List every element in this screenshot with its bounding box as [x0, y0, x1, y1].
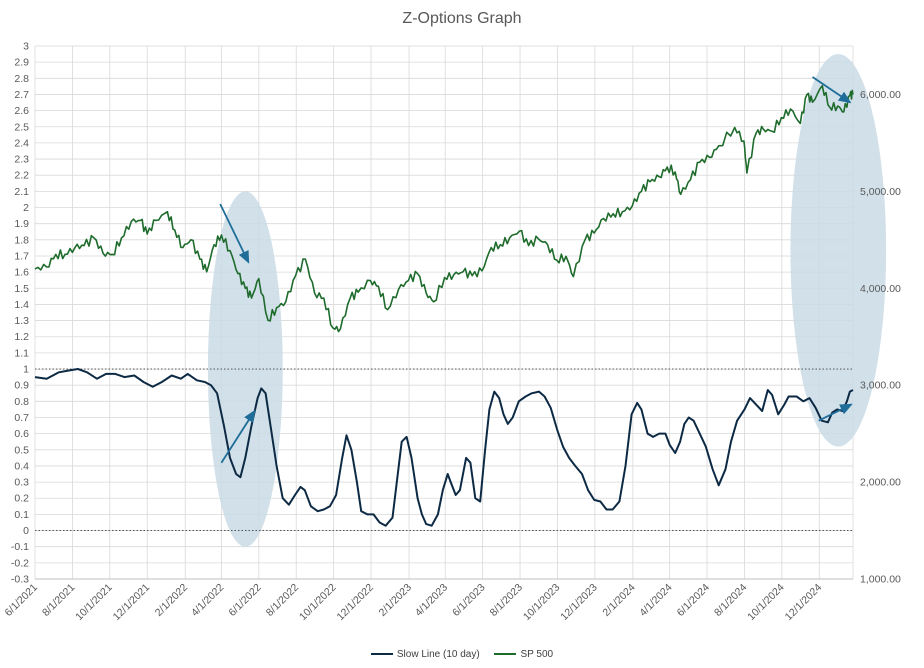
- x-axis-tick-label: 8/1/2023: [488, 581, 525, 618]
- x-axis-tick-label: 12/1/2021: [111, 581, 153, 623]
- x-axis-tick-label: 12/1/2023: [558, 581, 600, 623]
- left-axis-tick-label: 2.4: [14, 137, 29, 149]
- chart-legend: Slow Line (10 day) SP 500: [0, 647, 924, 660]
- x-axis-tick-label: 2/1/2022: [153, 581, 190, 618]
- x-axis-tick-label: 10/1/2022: [297, 581, 339, 623]
- x-axis-tick-label: 10/1/2024: [745, 581, 787, 623]
- left-axis-tick-label: -0.3: [11, 574, 29, 586]
- right-axis-tick-label: 6,000.00: [860, 89, 901, 101]
- left-axis-tick-label: 0.2: [14, 493, 29, 505]
- left-axis-tick-label: 0.9: [14, 380, 29, 392]
- legend-label-slow-line: Slow Line (10 day): [396, 648, 480, 660]
- left-axis-tick-label: 0.8: [14, 396, 29, 408]
- right-axis-tick-label: 4,000.00: [860, 283, 901, 295]
- x-axis-tick-label: 12/1/2022: [334, 581, 376, 623]
- left-axis-tick-label: 2.6: [14, 105, 29, 117]
- left-axis-tick-label: 2.3: [14, 154, 29, 166]
- left-axis-tick-label: 1.1: [14, 347, 29, 359]
- legend-swatch-sp500: [494, 653, 517, 655]
- x-axis-tick-label: 10/1/2021: [73, 581, 115, 623]
- left-axis-tick-label: 1.6: [14, 267, 29, 279]
- x-axis-tick-label: 10/1/2023: [521, 581, 563, 623]
- arrow-sp500-2022-down: [219, 203, 250, 264]
- left-axis-tick-label: 2.5: [14, 121, 29, 133]
- left-axis-tick-label: 2.8: [14, 73, 29, 85]
- right-axis-tick-label: 2,000.00: [860, 477, 901, 489]
- left-axis-tick-label: 2: [23, 202, 29, 214]
- left-axis-tick-label: 0.4: [14, 460, 29, 472]
- left-axis-tick-label: 1.8: [14, 234, 29, 246]
- left-axis-tick-label: 2.1: [14, 186, 29, 198]
- left-axis-tick-label: 1.2: [14, 331, 29, 343]
- left-axis-tick-label: 1.3: [14, 315, 29, 327]
- left-axis-tick-label: 0.1: [14, 509, 29, 521]
- left-axis-tick-label: 2.7: [14, 89, 29, 101]
- x-axis-tick-label: 4/1/2023: [413, 581, 450, 618]
- left-axis-tick-label: -0.2: [11, 557, 29, 569]
- legend-item-slow-line: Slow Line (10 day): [370, 648, 480, 660]
- x-axis-tick-label: 4/1/2024: [637, 581, 674, 618]
- left-axis-tick-label: 3: [23, 41, 29, 53]
- chart-title: Z-Options Graph: [402, 10, 522, 27]
- x-axis-tick-label: 4/1/2022: [189, 581, 226, 618]
- x-axis-tick-label: 8/1/2022: [264, 581, 301, 618]
- x-axis-tick-label: 2/1/2023: [377, 581, 414, 618]
- x-axis-tick-label: 8/1/2021: [40, 581, 77, 618]
- highlight-ellipse-2025: [790, 54, 887, 447]
- x-axis-tick-label: 6/1/2022: [226, 581, 263, 618]
- left-axis-tick-label: 0.3: [14, 477, 29, 489]
- right-axis-tick-label: 1,000.00: [860, 574, 901, 586]
- series-line-sp500: [34, 84, 854, 333]
- x-axis-tick-label: 8/1/2024: [712, 581, 749, 618]
- x-axis-tick-label: 6/1/2023: [450, 581, 487, 618]
- x-axis-tick-label: 2/1/2024: [600, 581, 637, 618]
- left-axis-tick-label: 0.6: [14, 428, 29, 440]
- left-axis-tick-label: 2.9: [14, 57, 29, 69]
- right-axis-tick-label: 3,000.00: [860, 380, 901, 392]
- arrow-slow-line-2025-up: [818, 403, 853, 422]
- left-axis-tick-label: 0: [23, 525, 29, 537]
- x-axis-tick-label: 6/1/2024: [675, 581, 712, 618]
- legend-swatch-slow-line: [370, 653, 393, 655]
- left-axis-tick-label: 0.5: [14, 444, 29, 456]
- left-axis-tick-label: 1.5: [14, 283, 29, 295]
- series-line-slow-line: [34, 368, 854, 527]
- left-axis-tick-label: 1.4: [14, 299, 29, 311]
- x-axis-tick-label: 12/1/2024: [783, 581, 825, 623]
- legend-label-sp500: SP 500: [520, 648, 554, 660]
- right-axis-tick-label: 5,000.00: [860, 186, 901, 198]
- left-axis-tick-label: -0.1: [11, 541, 29, 553]
- arrow-sp500-2025-down: [812, 76, 852, 104]
- left-axis-tick-label: 1.7: [14, 250, 29, 262]
- legend-item-sp500: SP 500: [494, 649, 553, 660]
- arrow-slow-line-2022-up: [220, 409, 256, 464]
- left-axis-tick-label: 2.2: [14, 170, 29, 182]
- left-axis-tick-label: 0.7: [14, 412, 29, 424]
- x-axis-tick-label: 6/1/2021: [3, 581, 40, 618]
- left-axis-tick-label: 1: [23, 364, 29, 376]
- left-axis-tick-label: 1.9: [14, 218, 29, 230]
